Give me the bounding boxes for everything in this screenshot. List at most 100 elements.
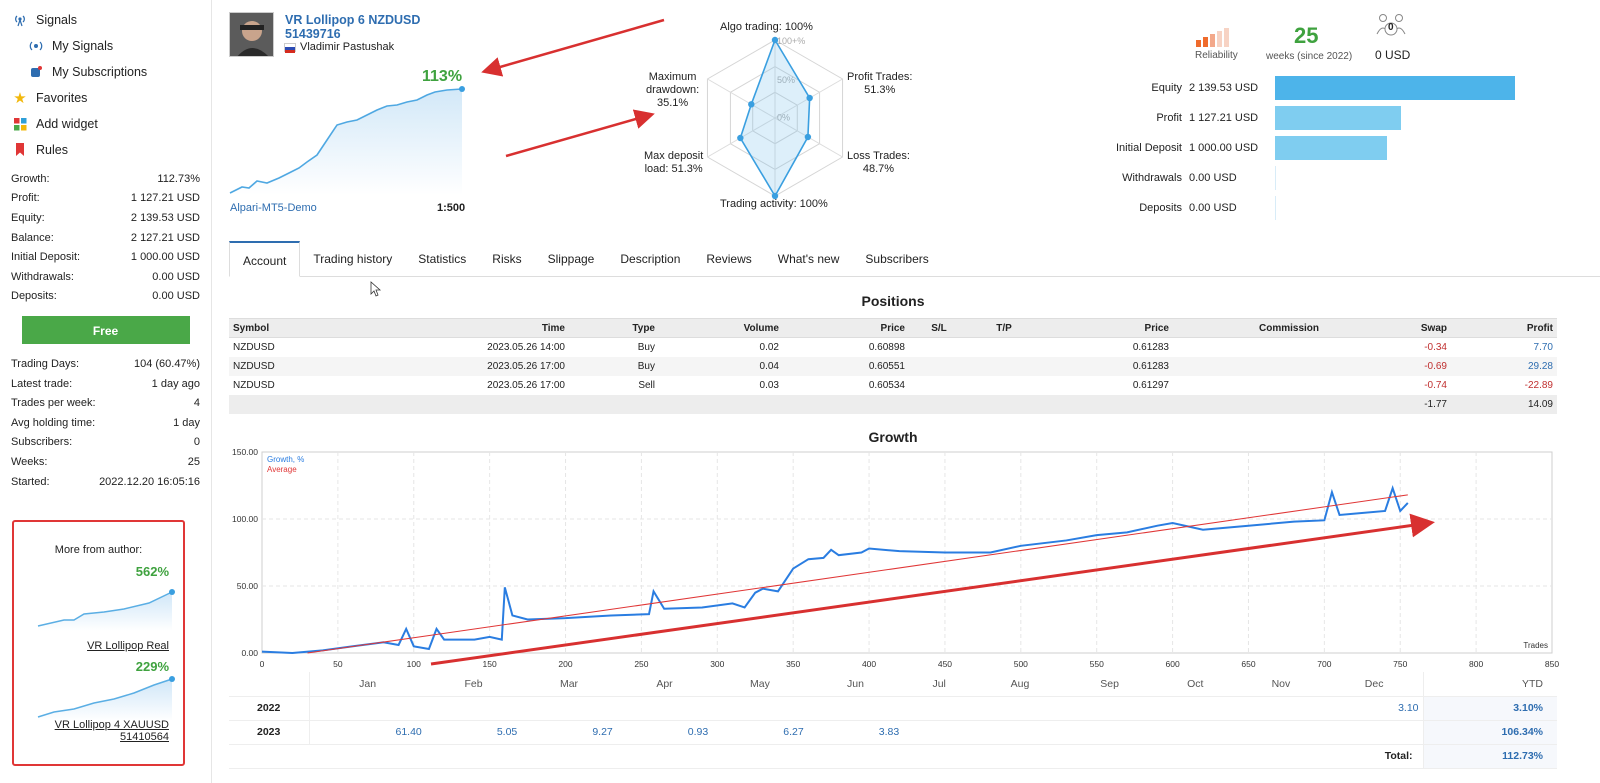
nav-my-subscriptions[interactable]: My Subscriptions bbox=[0, 59, 211, 85]
radar-label-line: Maximum bbox=[648, 71, 697, 83]
radar-label-line: 48.7% bbox=[862, 163, 895, 175]
month-value bbox=[975, 696, 1065, 721]
author-signal-name[interactable]: VR Lollipop 4 XAUUSD 51410564 bbox=[55, 719, 169, 743]
tab-risks[interactable]: Risks bbox=[492, 252, 522, 266]
month-header: Dec bbox=[1325, 672, 1423, 697]
stat-row: Balance: 2 127.21 USD bbox=[11, 228, 200, 248]
table-cell: Buy bbox=[569, 356, 659, 376]
month-header: Oct bbox=[1154, 672, 1237, 697]
stat-row: Initial Deposit: 1 000.00 USD bbox=[11, 247, 200, 267]
table-cell: 0.02 bbox=[759, 341, 779, 353]
table-row[interactable]: NZDUSD 2023.05.26 17:00 Buy 0.04 0.60551 0.61… bbox=[229, 356, 1557, 376]
nav-my-signals[interactable]: My Signals bbox=[0, 33, 211, 59]
total-value: 112.73% bbox=[1422, 744, 1557, 769]
stat-row: Profit: 1 127.21 USD bbox=[11, 189, 200, 209]
table-cell bbox=[909, 376, 969, 395]
table-cell: 2023.05.26 17:00 bbox=[487, 379, 565, 391]
month-value bbox=[712, 696, 808, 721]
stat-value: 0 bbox=[193, 436, 200, 449]
positions-column-header: Time bbox=[339, 318, 569, 338]
month-header: Nov bbox=[1236, 672, 1326, 697]
table-cell bbox=[969, 376, 1039, 395]
stat-value: 2022.12.20 16:05:16 bbox=[99, 475, 200, 488]
month-value bbox=[1236, 720, 1326, 745]
stat-row: Deposits: 0.00 USD bbox=[11, 287, 200, 307]
signal-growth-sparkline bbox=[229, 86, 465, 195]
stat-value: 0.00 USD bbox=[152, 290, 200, 303]
author-signal-card[interactable]: 562% VR Lollipop Real bbox=[14, 562, 183, 657]
x-tick-label: 600 bbox=[1165, 659, 1179, 669]
stat-label: Subscribers: bbox=[11, 436, 73, 449]
x-axis-label: Trades bbox=[1523, 641, 1548, 650]
radar-shape bbox=[739, 38, 811, 198]
tab-subscribers[interactable]: Subscribers bbox=[865, 252, 929, 266]
stat-row: Weeks: 25 bbox=[11, 452, 200, 472]
table-row[interactable]: NZDUSD 2023.05.26 17:00 Sell 0.03 0.60534 0.6… bbox=[229, 376, 1557, 395]
stat-row: Equity: 2 139.53 USD bbox=[11, 208, 200, 228]
bar-value: 0.00 USD bbox=[1189, 172, 1237, 184]
author-signal-number: 51410564 bbox=[120, 731, 169, 743]
signal-title[interactable]: VR Lollipop 6 NZDUSD 51439716 bbox=[285, 13, 421, 41]
capital-bar bbox=[1275, 166, 1276, 190]
radar-point bbox=[737, 134, 744, 142]
month-value bbox=[807, 696, 904, 721]
stat-value: 112.73% bbox=[157, 172, 200, 185]
bar-value: 1 127.21 USD bbox=[1189, 112, 1259, 124]
table-cell bbox=[1173, 376, 1323, 395]
capital-bar bbox=[1275, 76, 1515, 100]
tab-statistics[interactable]: Statistics bbox=[418, 252, 467, 266]
signal-name: VR Lollipop 6 NZDUSD bbox=[285, 13, 421, 27]
month-value bbox=[521, 696, 617, 721]
total-label: Total: bbox=[229, 744, 1423, 769]
x-tick-label: 250 bbox=[634, 659, 648, 669]
x-tick-label: 700 bbox=[1317, 659, 1331, 669]
positions-header-row: Symbol Time Type Volume Price S/L T/P Price Comm… bbox=[229, 318, 1557, 338]
subscribers-funds: 0 USD bbox=[1375, 48, 1411, 62]
positions-column-header: Price bbox=[783, 318, 909, 338]
legend-entry: Growth, % bbox=[267, 455, 304, 464]
tab-trading-history[interactable]: Trading history bbox=[313, 252, 393, 266]
table-cell bbox=[909, 338, 969, 357]
positions-column-header: Price bbox=[1039, 318, 1173, 338]
subscribers-count: 0 bbox=[1388, 22, 1394, 33]
nav-signals[interactable]: Signals bbox=[0, 7, 211, 33]
stat-value: 25 bbox=[187, 455, 200, 468]
nav-rules[interactable]: Rules bbox=[0, 137, 211, 163]
radar-point bbox=[748, 101, 755, 108]
x-tick-label: 50 bbox=[333, 659, 343, 669]
stat-label: Withdrawals: bbox=[11, 270, 74, 283]
month-value: 61.40 bbox=[309, 720, 426, 745]
signal-number: 51439716 bbox=[285, 26, 341, 41]
radar-point bbox=[771, 192, 779, 200]
month-header: Jun bbox=[807, 672, 904, 697]
tab-reviews[interactable]: Reviews bbox=[706, 252, 752, 266]
tab-account[interactable]: Account bbox=[229, 241, 301, 277]
x-tick-label: 400 bbox=[862, 659, 876, 669]
nav-add-widget[interactable]: Add widget bbox=[0, 111, 211, 137]
table-row[interactable]: NZDUSD 2023.05.26 14:00 Buy 0.02 0.60898 0.61… bbox=[229, 338, 1557, 357]
signal-growth-percent: 113% bbox=[422, 68, 463, 85]
main-content: VR Lollipop 6 NZDUSD 51439716 Vladimir P… bbox=[212, 0, 1600, 783]
legend-entry: Average bbox=[267, 465, 297, 474]
radar-label-line: load: 51.3% bbox=[644, 163, 703, 175]
broker-server[interactable]: Alpari-MT5-Demo bbox=[230, 202, 317, 214]
x-tick-label: 0 bbox=[260, 659, 265, 669]
author-signal-name[interactable]: VR Lollipop Real bbox=[87, 640, 169, 652]
free-subscribe-button[interactable]: Free bbox=[21, 316, 190, 345]
stat-row: Trades per week: 4 bbox=[11, 393, 200, 413]
growth-title: Growth bbox=[868, 429, 918, 445]
table-cell: NZDUSD bbox=[233, 379, 275, 391]
tab-what-s-new[interactable]: What's new bbox=[777, 252, 840, 266]
table-cell: Sell bbox=[638, 379, 655, 391]
stat-value: 4 bbox=[193, 397, 200, 410]
signal-author[interactable]: Vladimir Pastushak bbox=[300, 41, 395, 53]
radar-ring-label: 100+% bbox=[777, 36, 805, 46]
table-cell: NZDUSD bbox=[233, 341, 275, 353]
nav-favorites[interactable]: ★ Favorites bbox=[0, 85, 211, 111]
table-cell bbox=[339, 394, 569, 414]
author-signal-card[interactable]: 229% VR Lollipop 4 XAUUSD 51410564 bbox=[14, 657, 183, 752]
tab-description[interactable]: Description bbox=[620, 252, 681, 266]
month-value bbox=[1154, 696, 1237, 721]
tab-slippage[interactable]: Slippage bbox=[547, 252, 595, 266]
author-avatar[interactable] bbox=[229, 12, 274, 57]
